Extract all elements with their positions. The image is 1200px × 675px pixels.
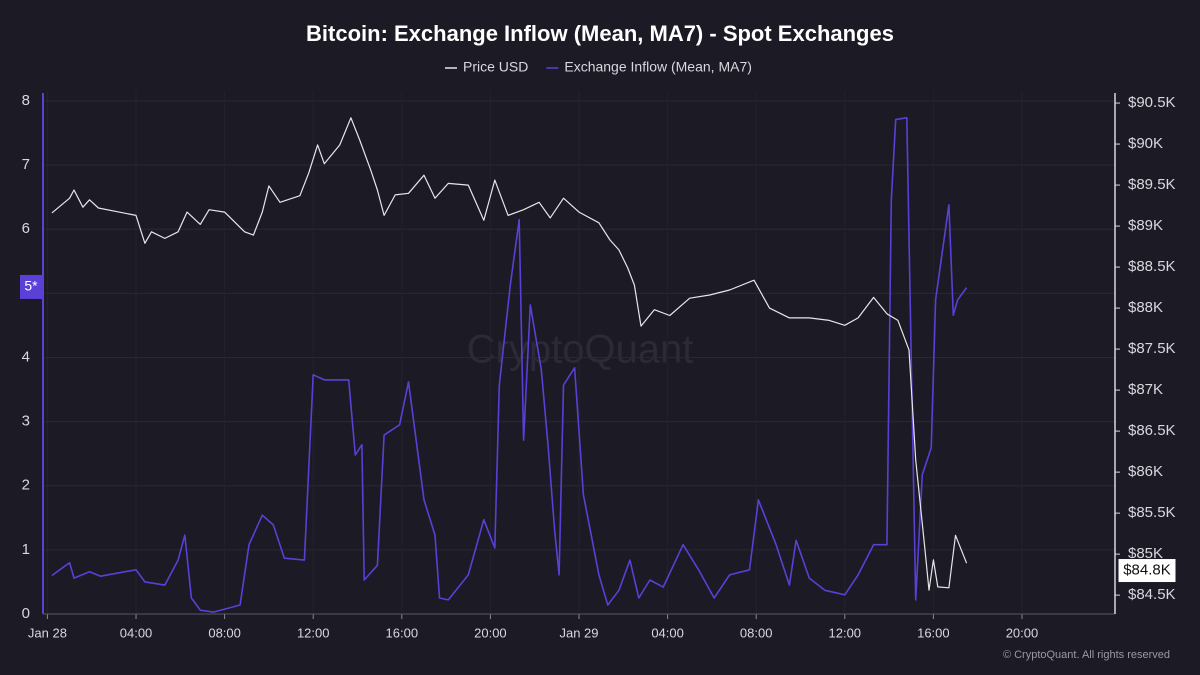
y2-tick-label: $90.5K: [1128, 94, 1176, 111]
y-tick-label: 7: [22, 156, 30, 173]
y2-tick-label: $89K: [1128, 217, 1163, 234]
y-tick-label: 1: [22, 541, 30, 558]
watermark: CryptoQuant: [467, 328, 694, 372]
y-tick-label: 3: [22, 413, 30, 430]
grid: [43, 91, 1115, 615]
x-tick-label: Jan 29: [559, 625, 598, 640]
y-tick-label: 2: [22, 477, 30, 494]
series-line: [51, 116, 968, 613]
x-tick-label: 04:00: [120, 625, 153, 640]
x-tick-label: 04:00: [651, 625, 684, 640]
y2-tick-label: $87.5K: [1128, 340, 1176, 357]
y-tick-label: 6: [22, 220, 30, 237]
x-tick-label: 08:00: [740, 625, 773, 640]
y-tick-label: 4: [22, 348, 30, 365]
inflow-badge-label: 5*: [24, 278, 38, 294]
axes: 012345678$84.5K$85K$85.5K$86K$86.5K$87K$…: [20, 92, 1177, 640]
x-tick-label: 12:00: [829, 625, 862, 640]
y-tick-label: 0: [22, 605, 30, 622]
y2-tick-label: $84.5K: [1128, 586, 1176, 603]
y2-tick-label: $90K: [1128, 135, 1163, 152]
y2-tick-label: $85.5K: [1128, 504, 1176, 521]
y2-tick-label: $86K: [1128, 463, 1163, 480]
series-line: [51, 117, 968, 591]
legend-label: Price USD: [463, 59, 528, 75]
y2-tick-label: $87K: [1128, 381, 1163, 398]
x-tick-label: 20:00: [474, 625, 507, 640]
price-badge-label: $84.8K: [1123, 562, 1171, 579]
x-tick-label: 12:00: [297, 625, 330, 640]
y2-tick-label: $88K: [1128, 299, 1163, 316]
plot: [51, 116, 968, 613]
chart-title: Bitcoin: Exchange Inflow (Mean, MA7) - S…: [306, 21, 894, 46]
x-tick-label: 08:00: [208, 625, 241, 640]
x-tick-label: Jan 28: [28, 625, 67, 640]
legend-label: Exchange Inflow (Mean, MA7): [564, 59, 752, 75]
y2-tick-label: $85K: [1128, 545, 1163, 562]
inflow-badge: [20, 274, 43, 299]
footer: © CryptoQuant. All rights reserved: [1003, 649, 1170, 661]
x-tick-label: 20:00: [1006, 625, 1039, 640]
price-badge: [1117, 558, 1177, 584]
y-tick-label: 8: [22, 92, 30, 109]
y2-tick-label: $88.5K: [1128, 258, 1176, 275]
x-tick-label: 16:00: [386, 625, 419, 640]
y2-tick-label: $86.5K: [1128, 422, 1176, 439]
x-tick-label: 16:00: [917, 625, 950, 640]
y2-tick-label: $89.5K: [1128, 176, 1176, 193]
